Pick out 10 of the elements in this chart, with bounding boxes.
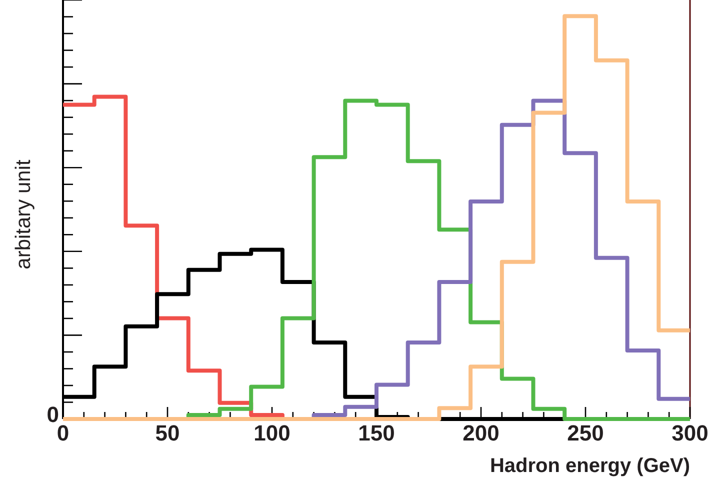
text: 0: [46, 402, 59, 427]
x-tick-label: 0: [56, 420, 70, 446]
y-axis-title: arbitary unit: [12, 159, 35, 270]
x-tick-label: 300: [672, 420, 708, 446]
x-tick-label: 100: [254, 420, 290, 446]
x-tick-label: 50: [155, 420, 180, 446]
x-tick-label: 150: [358, 420, 395, 446]
x-tick-label: 200: [462, 420, 500, 446]
x-axis-title: Hadron energy (GeV): [490, 455, 690, 477]
x-tick-label: 250: [567, 420, 604, 446]
